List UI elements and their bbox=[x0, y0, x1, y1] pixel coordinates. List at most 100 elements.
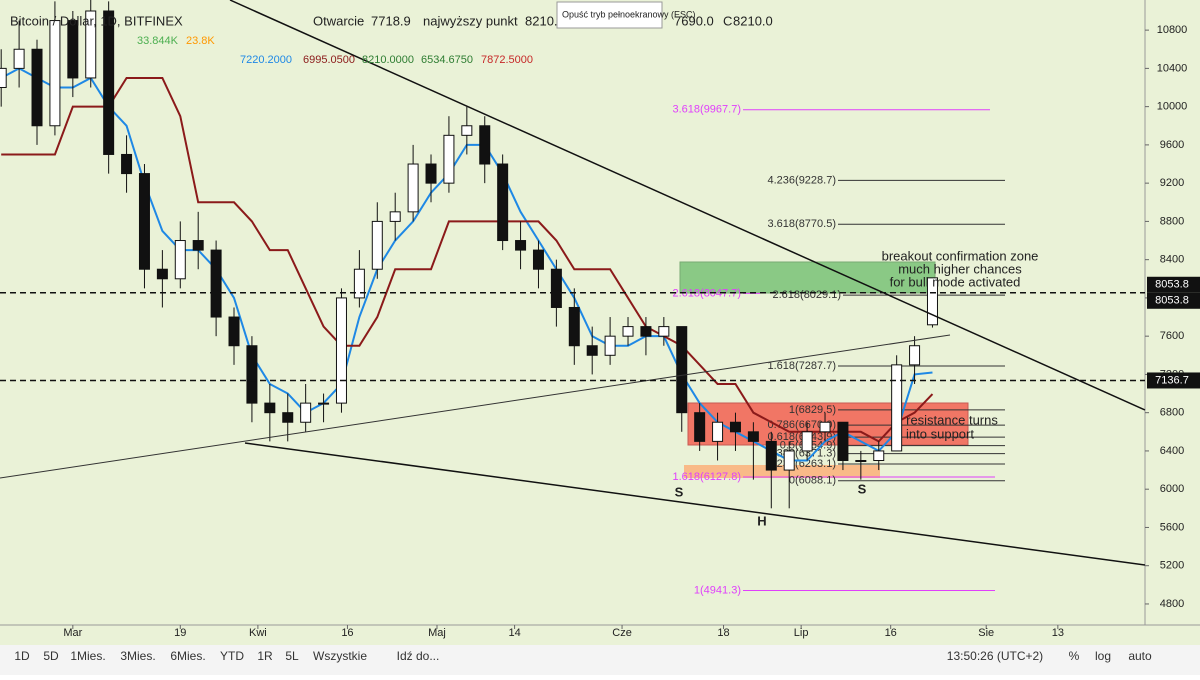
price-label-box bbox=[1147, 292, 1200, 309]
ichimoku-value: 6534.6750 bbox=[421, 54, 473, 66]
annotation: resistance turns bbox=[906, 412, 998, 427]
range-button[interactable]: YTD bbox=[220, 649, 244, 663]
candle-body bbox=[855, 460, 867, 463]
candle-body bbox=[532, 249, 544, 270]
range-button[interactable]: 5D bbox=[43, 649, 59, 663]
candle-body bbox=[67, 20, 79, 79]
breakout-zone bbox=[679, 261, 936, 294]
scale-option[interactable]: auto bbox=[1128, 649, 1152, 663]
x-tick-label: Kwi bbox=[249, 627, 267, 639]
candle-body bbox=[228, 316, 240, 347]
candle-body bbox=[371, 220, 383, 270]
trendlines bbox=[0, 0, 1146, 566]
fib-label: 1(4941.3) bbox=[694, 584, 741, 596]
candle-body bbox=[425, 163, 437, 184]
candle-body bbox=[31, 48, 43, 127]
symbol: Bitcoin / Dollar, 1D, BITFINEX bbox=[10, 13, 183, 28]
trendline bbox=[229, 0, 1146, 411]
candle-body bbox=[729, 421, 741, 433]
price-label: 7136.7 bbox=[1155, 374, 1189, 386]
candle-body bbox=[515, 240, 527, 251]
candle-body bbox=[694, 412, 706, 442]
annotation: for bull mode activated bbox=[890, 274, 1021, 289]
fib-label: 1(6829.5) bbox=[789, 404, 836, 416]
range-button[interactable]: 1D bbox=[14, 649, 30, 663]
candle-body bbox=[121, 153, 133, 175]
price-label: 8053.8 bbox=[1155, 295, 1189, 307]
fib-label: 1.618(7287.7) bbox=[768, 360, 837, 372]
open-value: 7718.9 bbox=[371, 13, 411, 28]
candle-body bbox=[335, 297, 347, 404]
candle-body bbox=[837, 421, 849, 462]
price-label-box bbox=[1147, 372, 1200, 389]
candle-body bbox=[765, 440, 777, 471]
candle-body bbox=[138, 173, 150, 270]
x-tick-label: Mar bbox=[63, 627, 82, 639]
range-button[interactable]: 1Mies. bbox=[70, 649, 105, 663]
candle-body bbox=[353, 268, 365, 299]
candle-body bbox=[586, 345, 598, 356]
x-tick-label: 18 bbox=[717, 627, 729, 639]
chart-background bbox=[0, 0, 1200, 645]
candle-body bbox=[246, 345, 258, 404]
volume-ma-value: 23.8K bbox=[186, 35, 215, 47]
scale-option[interactable]: % bbox=[1069, 649, 1080, 663]
candle-body bbox=[85, 10, 97, 79]
high-value: 8210.0 bbox=[525, 13, 565, 28]
candle-body bbox=[318, 402, 330, 405]
open-label: Otwarcie bbox=[313, 13, 364, 28]
indicator-line bbox=[1, 76, 934, 443]
fib-label: 1.618(6127.8) bbox=[673, 471, 742, 483]
scale-option[interactable]: log bbox=[1095, 649, 1111, 663]
y-tick-label: 9600 bbox=[1160, 139, 1184, 151]
candle-body bbox=[443, 134, 455, 184]
high-label: najwyższy punkt bbox=[423, 13, 518, 28]
y-tick-label: 6400 bbox=[1160, 445, 1184, 457]
range-button[interactable]: 1R bbox=[257, 649, 273, 663]
close-label: C bbox=[723, 13, 732, 28]
y-tick-label: 6800 bbox=[1160, 407, 1184, 419]
tooltip: Opuść tryb pełnoekranowy (ESC) bbox=[562, 9, 696, 19]
trendline bbox=[0, 334, 951, 479]
x-tick-label: 16 bbox=[885, 627, 897, 639]
candle-body bbox=[550, 268, 562, 308]
ichimoku-value: 7872.5000 bbox=[481, 54, 533, 66]
ichimoku-value: 6995.0500 bbox=[303, 54, 355, 66]
candle-body bbox=[300, 402, 312, 423]
candle-body bbox=[819, 421, 831, 433]
candle-body bbox=[747, 431, 759, 442]
price-label-box bbox=[1147, 276, 1200, 293]
candle-body bbox=[282, 412, 294, 423]
range-button[interactable]: 6Mies. bbox=[170, 649, 205, 663]
y-tick-label: 9200 bbox=[1160, 177, 1184, 189]
candle-body bbox=[13, 48, 25, 69]
range-button[interactable]: Idź do... bbox=[397, 649, 440, 663]
clock: 13:50:26 (UTC+2) bbox=[947, 649, 1043, 663]
fib-label: 0(6088.1) bbox=[789, 475, 836, 487]
range-button[interactable]: Wszystkie bbox=[313, 649, 367, 663]
y-tick-label: 8800 bbox=[1160, 215, 1184, 227]
y-tick-label: 5600 bbox=[1160, 521, 1184, 533]
candle-body bbox=[264, 402, 276, 414]
candle-body bbox=[622, 326, 634, 337]
x-tick-label: Cze bbox=[612, 627, 632, 639]
annotation: breakout confirmation zone bbox=[882, 248, 1039, 263]
range-button[interactable]: 3Mies. bbox=[120, 649, 155, 663]
x-tick-label: 19 bbox=[174, 627, 186, 639]
candle-body bbox=[389, 211, 401, 222]
candle-body bbox=[712, 421, 724, 442]
range-button[interactable]: 5L bbox=[285, 649, 299, 663]
candle-body bbox=[801, 431, 813, 452]
candle-body bbox=[461, 125, 473, 136]
fib-label: 4.236(9228.7) bbox=[768, 174, 837, 186]
ichimoku-value: 8210.0000 bbox=[362, 54, 414, 66]
volume-value: 33.844K bbox=[137, 35, 179, 47]
candle-body bbox=[891, 364, 903, 452]
candle-body bbox=[926, 277, 938, 326]
candle-body bbox=[0, 67, 7, 89]
candle-body bbox=[49, 20, 61, 127]
candle-body bbox=[192, 240, 204, 251]
fib-label: 2.618(8047.7) bbox=[673, 287, 742, 299]
candle-body bbox=[676, 326, 688, 414]
